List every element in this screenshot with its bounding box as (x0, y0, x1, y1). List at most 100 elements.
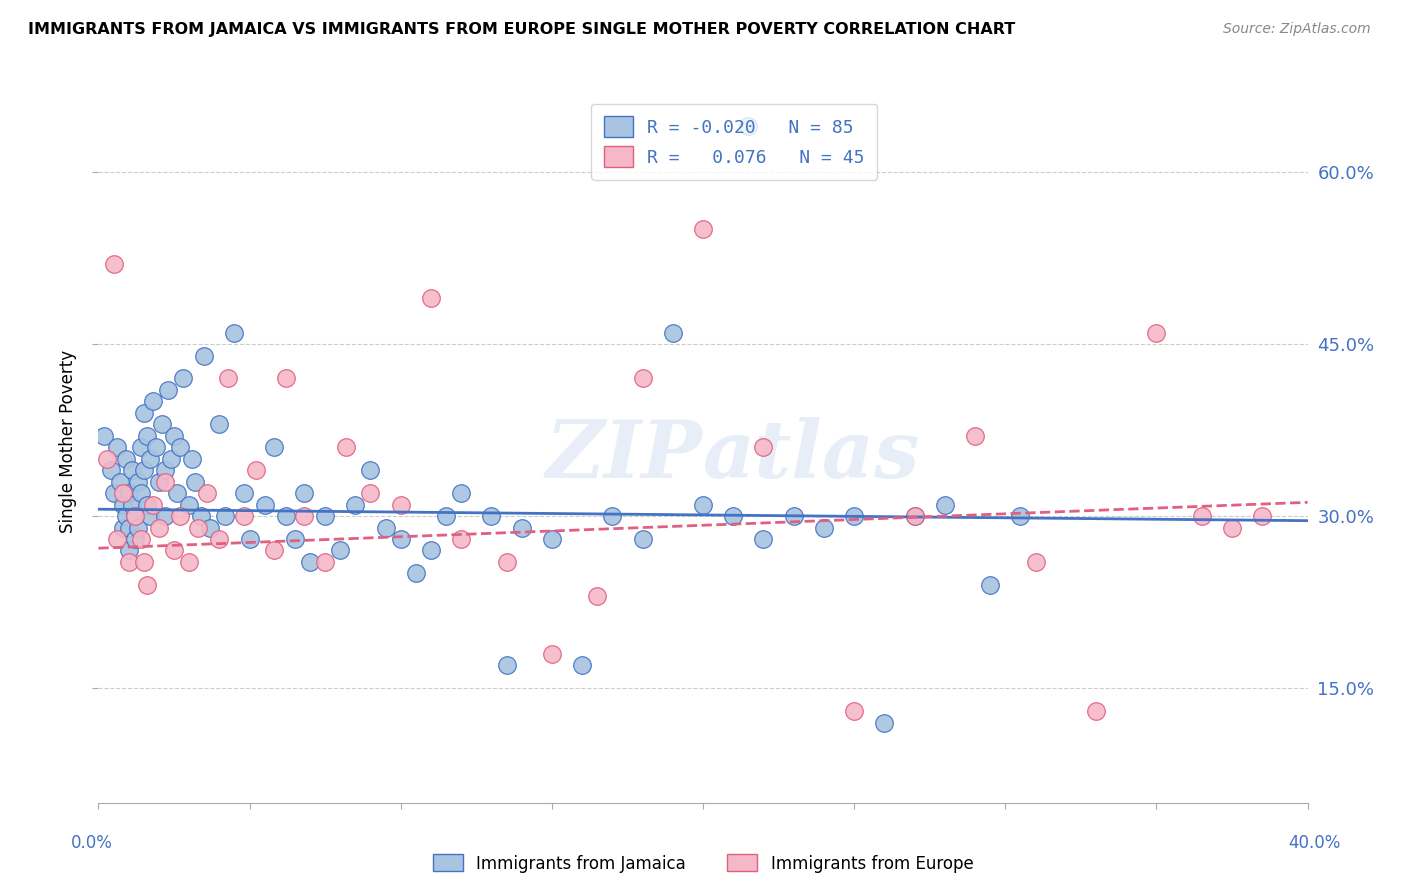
Point (904, 509, 927, 524)
Point (1251, 509, 1274, 524)
Point (1085, 704, 1108, 718)
Point (111, 520, 134, 534)
Point (344, 498, 367, 512)
Point (813, 520, 835, 534)
Point (169, 509, 191, 524)
Point (284, 532, 307, 546)
Point (481, 509, 503, 524)
Point (692, 498, 714, 512)
Point (450, 532, 472, 546)
Point (132, 555, 155, 569)
Point (111, 486, 134, 500)
Point (1010, 509, 1032, 524)
Point (139, 509, 162, 524)
Point (314, 509, 336, 524)
Point (118, 520, 141, 534)
Point (495, 658, 517, 673)
Point (135, 498, 157, 512)
Point (108, 475, 131, 489)
Point (1144, 326, 1167, 340)
Point (132, 463, 155, 477)
Text: Source: ZipAtlas.com: Source: ZipAtlas.com (1223, 22, 1371, 37)
Point (692, 222, 714, 236)
Point (274, 509, 297, 524)
Point (127, 475, 149, 489)
Point (169, 440, 191, 454)
Point (217, 371, 239, 385)
Point (121, 498, 143, 512)
Point (232, 509, 254, 524)
Point (232, 486, 254, 500)
Point (723, 509, 745, 524)
Point (571, 658, 593, 673)
Point (103, 257, 125, 271)
Point (752, 440, 775, 454)
Point (904, 509, 927, 524)
Point (129, 440, 152, 454)
Point (129, 486, 152, 500)
Point (1024, 555, 1046, 569)
Point (124, 509, 146, 524)
Point (374, 520, 396, 534)
Point (253, 498, 276, 512)
Point (200, 520, 222, 534)
Point (245, 463, 267, 477)
Point (139, 451, 162, 466)
Point (160, 451, 183, 466)
Point (135, 578, 157, 592)
Point (329, 543, 352, 558)
Point (187, 520, 209, 534)
Point (434, 509, 457, 524)
Point (389, 498, 412, 512)
Point (114, 451, 136, 466)
Point (540, 532, 562, 546)
Point (631, 371, 654, 385)
Point (111, 498, 134, 512)
Point (163, 429, 186, 443)
Legend: Immigrants from Jamaica, Immigrants from Europe: Immigrants from Jamaica, Immigrants from… (426, 847, 980, 880)
Point (124, 532, 146, 546)
Point (239, 532, 262, 546)
Point (965, 429, 987, 443)
Point (118, 543, 141, 558)
Point (96, 451, 118, 466)
Point (586, 590, 609, 604)
Point (193, 349, 215, 363)
Point (153, 475, 176, 489)
Point (103, 486, 125, 500)
Point (602, 509, 624, 524)
Point (105, 440, 128, 454)
Point (495, 555, 517, 569)
Point (631, 532, 654, 546)
Point (93, 429, 115, 443)
Point (420, 291, 443, 305)
Y-axis label: Single Mother Poverty: Single Mother Poverty (59, 350, 77, 533)
Point (1191, 509, 1213, 524)
Text: IMMIGRANTS FROM JAMAICA VS IMMIGRANTS FROM EUROPE SINGLE MOTHER POVERTY CORRELAT: IMMIGRANTS FROM JAMAICA VS IMMIGRANTS FR… (28, 22, 1015, 37)
Point (181, 451, 204, 466)
Point (153, 509, 176, 524)
Point (100, 463, 122, 477)
Point (783, 509, 806, 524)
Point (150, 417, 173, 432)
Point (510, 520, 533, 534)
Text: 40.0%: 40.0% (1288, 834, 1341, 852)
Point (163, 543, 186, 558)
Point (314, 555, 336, 569)
Point (208, 417, 231, 432)
Point (142, 498, 165, 512)
Point (224, 326, 246, 340)
Point (127, 520, 149, 534)
Point (179, 555, 201, 569)
Legend: R = -0.020   N = 85, R =   0.076   N = 45: R = -0.020 N = 85, R = 0.076 N = 45 (591, 103, 877, 180)
Point (114, 509, 136, 524)
Point (752, 532, 775, 546)
Point (389, 532, 412, 546)
Point (274, 371, 297, 385)
Point (661, 326, 683, 340)
Point (844, 704, 866, 718)
Point (1220, 520, 1243, 534)
Point (132, 406, 155, 420)
Point (195, 486, 218, 500)
Point (124, 509, 146, 524)
